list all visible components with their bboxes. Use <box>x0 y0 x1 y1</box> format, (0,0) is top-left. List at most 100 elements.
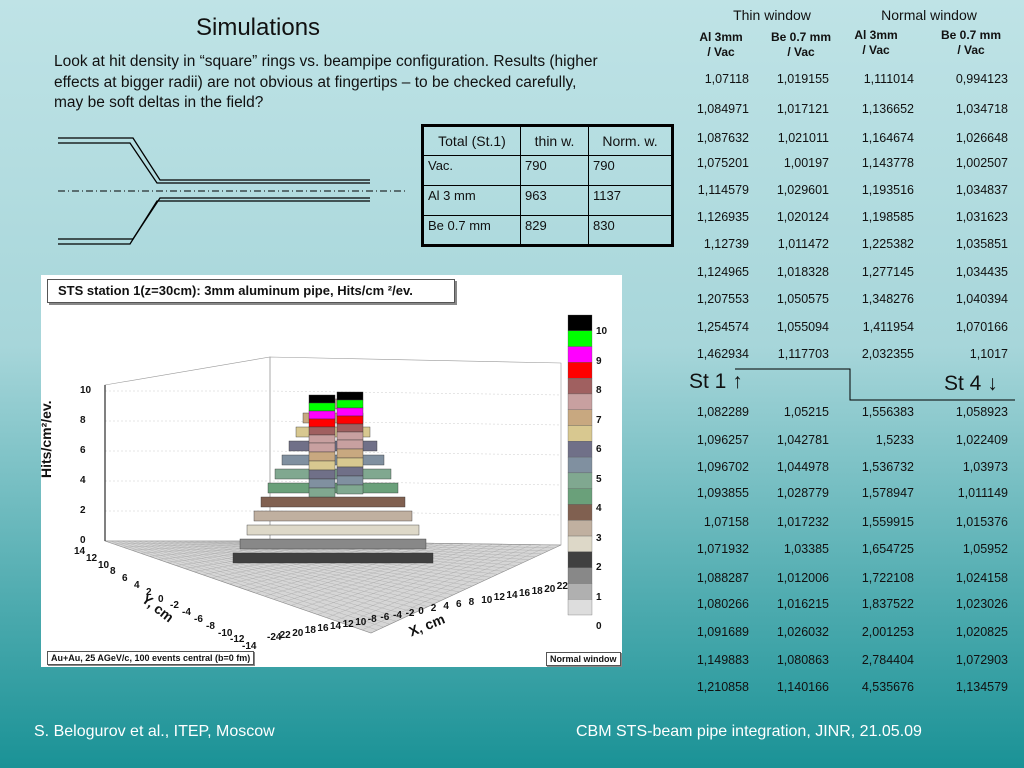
ratio-cell: 1,082289 <box>696 405 749 419</box>
tower-segment <box>308 487 336 498</box>
plot-note-right: Normal window <box>546 652 621 666</box>
tower-segment <box>336 439 364 450</box>
tower-segment <box>336 448 364 459</box>
tower-segment <box>336 423 364 433</box>
ratio-cell: 1,044978 <box>776 460 829 474</box>
ratio-cell: 1,087632 <box>696 131 749 145</box>
ratio-cell: 1,00197 <box>783 156 829 170</box>
palette-label: 1 <box>596 591 602 603</box>
ratio-cell: 1,026032 <box>776 625 829 639</box>
st4-label: St 4 ↓ <box>944 372 998 395</box>
tower-segment <box>308 442 336 453</box>
x-tick-label: 20 <box>292 627 304 639</box>
tower-segment <box>336 484 364 495</box>
ratio-cell: 1,136652 <box>861 102 914 116</box>
x-tick-label: -24 <box>267 632 282 643</box>
ratio-cell: 1,015376 <box>955 515 1008 529</box>
grid-line <box>105 450 562 456</box>
palette-swatch <box>567 378 593 395</box>
ratio-cell: 1,034435 <box>955 265 1008 279</box>
plot-back-wall <box>104 356 271 542</box>
x-tick-label: 8 <box>468 596 475 608</box>
floor-grid <box>344 544 532 624</box>
grid-line <box>105 390 562 396</box>
ratio-cell: 1,5233 <box>875 433 914 447</box>
ratio-cell: 1,018328 <box>776 265 829 279</box>
ratio-cell: 1,080863 <box>776 653 829 667</box>
x-tick-label: 16 <box>519 588 531 599</box>
ratio-cell: 1,462934 <box>696 347 749 361</box>
ratio-cell: 1,117703 <box>777 347 829 361</box>
ratio-cell: 1,017121 <box>776 102 829 116</box>
ratio-cell: 1,411954 <box>862 320 914 334</box>
ring-step <box>239 538 427 550</box>
tower-segment <box>308 469 336 480</box>
ratio-cell: 1,071932 <box>696 542 749 556</box>
ratio-cell: 1,193516 <box>861 183 914 197</box>
x-tick-label: 0 <box>418 605 424 617</box>
ratio-cell: 1,017232 <box>776 515 829 529</box>
ratio-cell: 1,080266 <box>696 597 749 611</box>
y-tick-label: -8 <box>206 620 215 632</box>
palette-swatch <box>567 330 593 347</box>
column-header: Be 0.7 mm / Vac <box>940 28 1002 57</box>
ratio-cell: 1,026648 <box>955 131 1008 145</box>
ratio-cell: 1,034837 <box>955 183 1008 197</box>
ratio-cell: 1,011149 <box>957 486 1008 500</box>
totals-header: Norm. w. <box>588 125 673 156</box>
ratio-cell: 1,124965 <box>696 265 749 279</box>
station-separator <box>735 368 1015 401</box>
palette-swatch <box>567 472 593 489</box>
grid-line <box>105 420 562 426</box>
palette-swatch <box>567 425 593 442</box>
palette-label: 0 <box>596 621 602 632</box>
ratio-cell: 1,055094 <box>776 320 829 334</box>
ratio-cell: 1,019155 <box>776 72 829 86</box>
footer-left: S. Belogurov et al., ITEP, Moscow <box>34 723 275 740</box>
palette-swatch <box>567 393 593 410</box>
tower-segment <box>308 434 336 444</box>
tower-segment <box>336 457 364 468</box>
x-tick-label: 12 <box>342 618 354 630</box>
group-header-thin: Thin window <box>733 7 811 23</box>
lego-plot-canvas <box>104 314 593 634</box>
palette-swatch <box>567 567 593 584</box>
palette-swatch <box>567 599 593 616</box>
y-tick-label: 6 <box>122 573 128 585</box>
palette-label: 4 <box>596 503 602 514</box>
floor-grid <box>335 544 523 621</box>
group-header-normal: Normal window <box>881 7 977 23</box>
ratio-cell: 1,225382 <box>861 237 914 251</box>
x-tick-label: 18 <box>304 625 316 637</box>
lego-plot <box>41 275 622 667</box>
ratio-cell: 1,536732 <box>861 460 914 474</box>
ratio-cell: 2,001253 <box>861 625 914 639</box>
ratio-cell: 1,03385 <box>783 542 829 556</box>
ring-step <box>246 524 420 536</box>
ratio-cell: 1,022409 <box>955 433 1008 447</box>
ratio-cell: 1,654725 <box>861 542 914 556</box>
totals-header: Total (St.1) <box>422 125 521 156</box>
ratio-cell: 1,556383 <box>861 405 914 419</box>
ratio-cell: 1,140166 <box>776 680 829 694</box>
ratio-cell: 1,096257 <box>696 433 749 447</box>
palette-swatch <box>567 346 593 363</box>
tower-segment <box>308 478 336 489</box>
ratio-cell: 1,072903 <box>955 653 1008 667</box>
ring-step <box>232 552 434 564</box>
tower-segment <box>336 391 364 401</box>
x-tick-label: 10 <box>481 594 493 606</box>
slide-title: Simulations <box>196 14 321 41</box>
palette-swatch <box>567 441 593 458</box>
table-row: Al 3 mm 963 1137 <box>422 185 673 216</box>
palette-swatch <box>567 504 593 521</box>
x-tick-label: -8 <box>367 614 377 626</box>
totals-cell: Vac. <box>422 155 521 186</box>
floor-grid <box>353 544 542 628</box>
tower-segment <box>308 410 336 420</box>
tower-segment <box>336 475 364 486</box>
x-tick-label: -2 <box>405 607 415 619</box>
palette-label: 10 <box>596 326 608 337</box>
ratio-cell: 1,143778 <box>861 156 914 170</box>
ratio-cell: 1,164674 <box>861 131 914 145</box>
